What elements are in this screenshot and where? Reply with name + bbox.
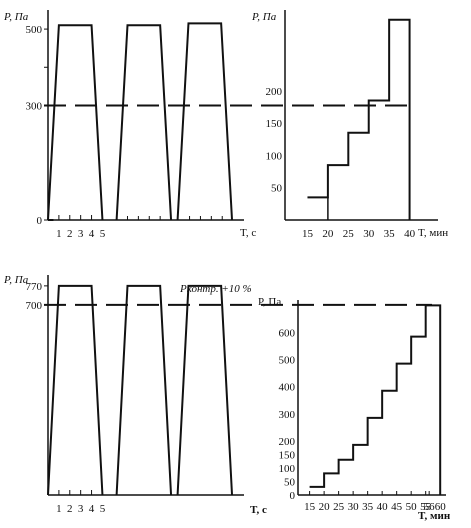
bottom-left-ylabel: P, Па xyxy=(3,274,29,286)
reference-lines xyxy=(44,104,432,306)
x-tick-label: 50 xyxy=(406,501,418,513)
series-line xyxy=(307,18,411,220)
y-tick-label: 50 xyxy=(284,476,296,488)
x-tick-label: 5 xyxy=(100,228,106,240)
series-line xyxy=(176,284,234,496)
x-tick-label: 25 xyxy=(333,501,345,513)
y-tick-label: 200 xyxy=(266,86,283,98)
y-tick-label: 150 xyxy=(279,449,296,461)
series-line xyxy=(176,22,234,221)
x-tick-label: 2 xyxy=(67,503,73,515)
series-line xyxy=(309,304,442,495)
x-tick-label: 5 xyxy=(100,503,106,515)
x-tick-label: 15 xyxy=(302,228,314,240)
y-tick-label: 700 xyxy=(26,300,43,312)
x-tick-label: 1 xyxy=(56,228,62,240)
y-tick-label: 50 xyxy=(271,183,283,195)
series-line xyxy=(115,24,173,221)
chart-bottom-left: 770 700 1 2 3 4 5 xyxy=(26,275,244,515)
x-tick-label: 3 xyxy=(78,503,84,515)
x-tick-label: 30 xyxy=(348,501,360,513)
x-tick-label: 35 xyxy=(362,501,374,513)
y-tick-label: 100 xyxy=(279,463,296,475)
x-tick-label: 20 xyxy=(319,501,331,513)
y-tick-label: 770 xyxy=(26,281,43,293)
y-tick-label: 500 xyxy=(26,24,43,36)
top-left-xlabel: T, с xyxy=(240,227,256,239)
x-tick-label: 15 xyxy=(304,501,316,513)
bottom-right-xlabel: T, мин xyxy=(418,510,451,522)
y-tick-label: 300 xyxy=(279,409,296,421)
chart-top-right: 200 150 100 50 15 20 25 30 35 40 xyxy=(266,10,438,240)
x-tick-label: 45 xyxy=(391,501,403,513)
x-tick-label: 2 xyxy=(67,228,73,240)
series-line xyxy=(47,284,104,496)
top-right-ylabel: P, Па xyxy=(251,11,277,23)
y-tick-label: 0 xyxy=(290,490,296,502)
y-tick-label: 500 xyxy=(279,355,296,367)
x-tick-label: 40 xyxy=(404,228,416,240)
x-tick-label: 1 xyxy=(56,503,62,515)
top-left-ylabel: P, Па xyxy=(3,11,29,23)
x-tick-label: 55 xyxy=(420,501,432,513)
y-tick-label: 600 xyxy=(279,328,296,340)
bottom-left-xlabel: T, с xyxy=(250,504,267,516)
bottom-left-annotation: Pконтр. +10 % xyxy=(179,283,252,295)
x-tick-label: 40 xyxy=(377,501,389,513)
bottom-right-ylabel: P, Па xyxy=(258,296,281,308)
x-tick-label: 3 xyxy=(78,228,84,240)
x-tick-label: 20 xyxy=(322,228,334,240)
x-tick-label: 60 xyxy=(435,501,447,513)
x-tick-label: 4 xyxy=(89,228,95,240)
x-tick-label: 35 xyxy=(384,228,396,240)
x-tick-label: 4 xyxy=(89,503,95,515)
y-tick-label: 0 xyxy=(37,215,43,227)
y-tick-label: 300 xyxy=(26,100,43,112)
chart-top-left: 500 300 0 1 2 3 4 5 xyxy=(26,10,244,240)
series-line xyxy=(115,284,173,496)
top-right-xlabel: T, мин xyxy=(418,227,448,239)
series-line xyxy=(47,24,104,221)
y-tick-label: 200 xyxy=(279,436,296,448)
x-tick-label: 30 xyxy=(363,228,375,240)
x-tick-label: 56 xyxy=(424,501,436,513)
y-tick-label: 100 xyxy=(266,150,283,162)
x-tick-label: 25 xyxy=(343,228,355,240)
y-tick-label: 150 xyxy=(266,118,283,130)
y-tick-label: 400 xyxy=(279,382,296,394)
